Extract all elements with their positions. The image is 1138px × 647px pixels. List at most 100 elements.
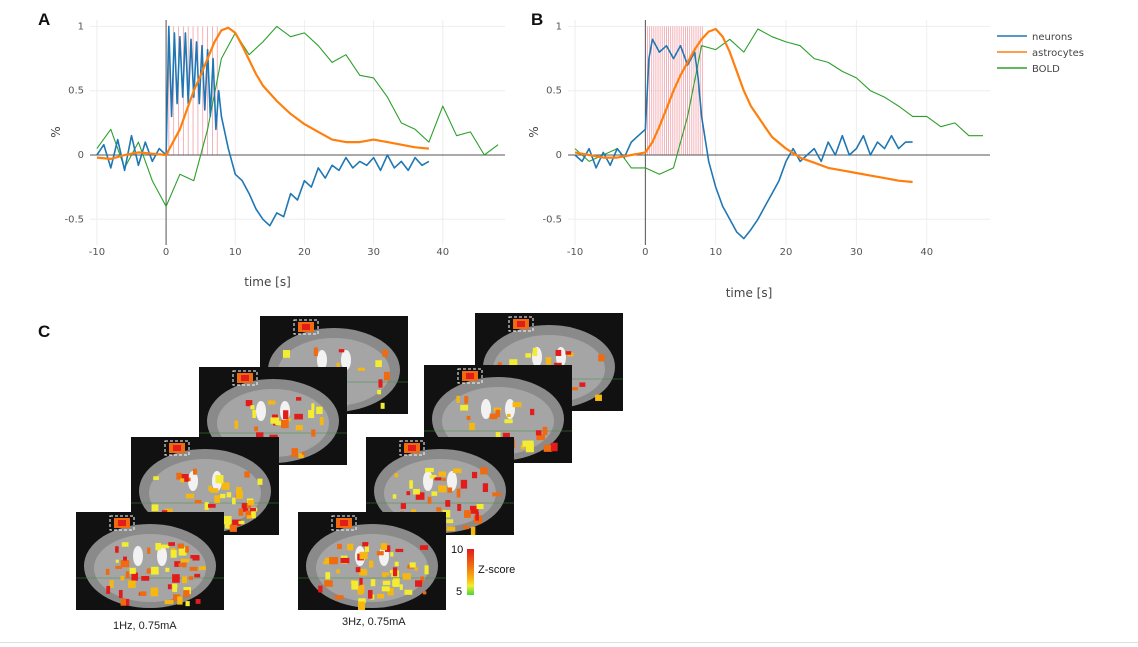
activation-blob <box>139 591 147 596</box>
activation-blob <box>382 349 389 357</box>
legend: neurons astrocytes BOLD <box>997 32 1084 75</box>
activation-blob <box>502 432 510 439</box>
activation-blob <box>185 601 190 607</box>
activation-blob <box>115 546 119 553</box>
activation-blob <box>236 490 243 499</box>
activation-blob <box>512 402 522 408</box>
activation-blob <box>115 565 122 569</box>
activation-blob <box>357 601 366 610</box>
brain-slice-image <box>76 515 224 608</box>
activation-blob <box>528 440 534 446</box>
colorbar-title: Z-score <box>478 564 516 576</box>
activation-blob <box>257 478 263 485</box>
roi-activation-core <box>340 520 348 526</box>
activation-blob <box>316 406 323 415</box>
roi-activation-core <box>241 375 249 381</box>
x-tick-label: 10 <box>229 247 242 258</box>
activation-blob <box>150 587 159 597</box>
activation-blob <box>269 434 278 439</box>
chart-A: -10 0 10 20 30 40 -0.5 0 0.5 1 time [s]% <box>49 20 505 289</box>
activation-blob <box>115 559 119 563</box>
activation-blob <box>247 500 255 506</box>
activation-blob <box>360 584 365 594</box>
activation-blob <box>220 493 226 499</box>
activation-blob <box>192 468 197 475</box>
activation-blob <box>194 573 201 578</box>
y-tick-label: 0.5 <box>546 86 562 97</box>
activation-blob <box>446 519 454 524</box>
activation-blob <box>419 545 429 550</box>
activation-blob <box>452 468 462 474</box>
activation-blob <box>123 556 127 561</box>
activation-blob <box>565 351 572 355</box>
x-tick-label: 40 <box>920 247 933 258</box>
activation-blob <box>392 494 397 499</box>
activation-blob <box>234 420 239 429</box>
activation-blob <box>131 572 139 581</box>
legend-item-bold: BOLD <box>1032 64 1060 75</box>
ventricle-right <box>341 350 351 370</box>
activation-blob <box>189 566 198 571</box>
activation-blob <box>525 353 532 358</box>
x-tick-label: 10 <box>709 247 722 258</box>
y-axis-label: % <box>49 126 63 137</box>
activation-blob <box>504 419 513 424</box>
activation-blob <box>232 519 241 526</box>
legend-item-neurons: neurons <box>1032 32 1072 43</box>
activation-blob <box>409 562 416 568</box>
activation-blob <box>545 357 552 365</box>
activation-blob <box>543 444 553 452</box>
roi-activation-core <box>408 445 416 451</box>
brain-slice-image <box>366 440 514 535</box>
activation-blob <box>522 440 530 447</box>
activation-blob <box>245 510 252 518</box>
activation-blob <box>298 453 304 459</box>
activation-blob <box>358 598 366 604</box>
activation-blob <box>241 503 249 512</box>
activation-blob <box>438 485 447 493</box>
activation-blob <box>509 359 518 369</box>
activation-blob <box>340 557 350 564</box>
activation-blob <box>120 575 125 581</box>
activation-blob <box>311 429 316 437</box>
activation-blob <box>357 367 365 371</box>
activation-blob <box>425 467 434 473</box>
activation-blob <box>447 487 453 493</box>
brain-slice-1hz-4 <box>76 512 224 610</box>
activation-blob <box>125 571 130 579</box>
activation-blob <box>413 488 420 495</box>
activation-blob <box>464 395 469 404</box>
ventricle-right <box>447 471 457 491</box>
activation-blob <box>415 492 425 500</box>
activation-blob <box>542 426 548 436</box>
roi-box <box>457 368 483 384</box>
activation-blob <box>267 400 276 405</box>
activation-blob <box>400 503 407 509</box>
roi-box <box>399 440 425 456</box>
activation-blob <box>295 397 302 401</box>
activation-blob <box>172 574 180 583</box>
activation-blob <box>334 595 344 600</box>
activation-blob <box>384 545 391 552</box>
activation-blob <box>438 471 447 477</box>
activation-blob <box>286 418 292 422</box>
activation-blob <box>129 567 136 574</box>
activation-blob <box>313 347 318 357</box>
activation-blob <box>482 483 489 492</box>
series-line-astrocytes <box>574 27 913 184</box>
activation-blob <box>380 402 385 409</box>
activation-blob <box>480 467 488 475</box>
activation-blob <box>445 500 451 507</box>
activation-blob <box>195 598 201 604</box>
zscore-colorbar <box>467 549 474 595</box>
activation-blob <box>181 473 189 482</box>
activation-blob <box>168 542 175 546</box>
activation-blob <box>208 504 216 508</box>
activation-blob <box>530 408 535 416</box>
activation-blob <box>208 485 213 492</box>
x-tick-label: 40 <box>436 247 449 258</box>
ventricle-left <box>256 401 266 421</box>
roi-activation-core <box>173 445 181 451</box>
activation-blob <box>470 526 476 535</box>
